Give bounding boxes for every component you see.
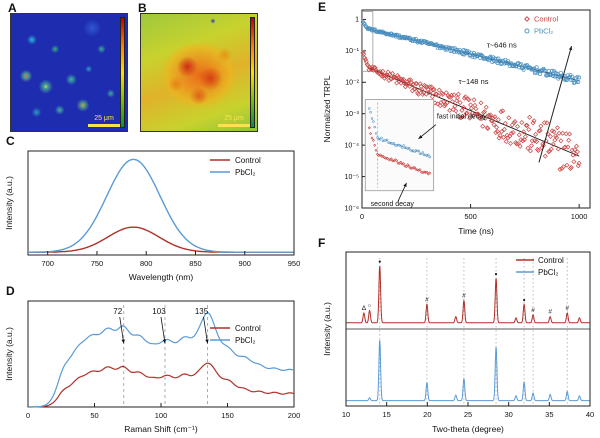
svg-text:100: 100: [155, 411, 168, 420]
svg-text:30: 30: [504, 410, 512, 419]
svg-text:10⁻⁶: 10⁻⁶: [345, 205, 359, 212]
svg-text:fast initial decay: fast initial decay: [437, 113, 487, 120]
svg-text:●: ●: [523, 297, 526, 303]
svg-text:PbCl₂: PbCl₂: [235, 336, 255, 345]
svg-text:10⁻³: 10⁻³: [345, 111, 359, 118]
svg-text:Normalized TRPL: Normalized TRPL: [322, 75, 332, 142]
svg-text:50: 50: [90, 411, 98, 420]
scale-bar-line: [218, 124, 250, 127]
panel-label-f: F: [318, 236, 326, 250]
svg-text:200: 200: [288, 411, 301, 420]
svg-text:second decay: second decay: [371, 201, 415, 208]
svg-text:850: 850: [189, 259, 202, 268]
svg-text:Intensity (a.u.): Intensity (a.u.): [322, 302, 332, 356]
svg-text:750: 750: [91, 259, 104, 268]
scale-bar: 25 μm: [218, 115, 250, 127]
svg-text:950: 950: [288, 259, 301, 268]
scale-bar-label: 25 μm: [94, 115, 114, 122]
svg-text:Raman Shift (cm⁻¹): Raman Shift (cm⁻¹): [124, 424, 198, 434]
svg-text:35: 35: [545, 410, 553, 419]
pl-map-pbcl2: 25 μm: [140, 13, 258, 132]
scale-bar: 25 μm: [88, 115, 120, 127]
svg-text:Two-theta (degree): Two-theta (degree): [432, 424, 504, 434]
svg-text:1000: 1000: [571, 212, 588, 221]
panel-label-c: C: [6, 134, 15, 148]
svg-text:τ~646 ns: τ~646 ns: [487, 41, 517, 50]
svg-text:PbCl₂: PbCl₂: [235, 168, 255, 177]
xrd-chart: Δ ○ ● # # ● ● # # #10 15 20 25 30 35 40 Two-theta (degre…: [322, 251, 594, 434]
svg-text:Intensity (a.u.): Intensity (a.u.): [4, 327, 14, 381]
svg-text:#: #: [462, 293, 466, 300]
svg-text:900: 900: [238, 259, 251, 268]
svg-text:135: 135: [195, 307, 209, 316]
svg-text:10: 10: [342, 410, 350, 419]
pl-map-control: 25 μm: [10, 13, 128, 132]
colorbar: [120, 17, 125, 128]
scale-bar-label: 25 μm: [224, 115, 244, 122]
svg-text:800: 800: [140, 259, 153, 268]
svg-text:PbCl₂: PbCl₂: [538, 268, 558, 277]
trpl-chart: 1 10⁻¹ 10⁻² 10⁻³ 10⁻⁴ 10⁻⁵ 10⁻⁶0 500 1000 Time (n…: [322, 9, 591, 236]
fit-line-Control: [367, 66, 580, 157]
svg-text:#: #: [548, 309, 552, 316]
svg-text:●: ●: [378, 259, 381, 265]
series-control: [346, 265, 590, 324]
svg-text:Control: Control: [534, 15, 559, 24]
svg-text:20: 20: [423, 410, 431, 419]
svg-text:Control: Control: [235, 156, 261, 165]
svg-text:72: 72: [113, 307, 122, 316]
svg-text:10⁻⁵: 10⁻⁵: [345, 174, 359, 181]
svg-text:Intensity (a.u.): Intensity (a.u.): [4, 176, 14, 230]
svg-text:#: #: [565, 305, 569, 312]
panel-label-d: D: [6, 284, 15, 298]
panel-label-a: A: [8, 1, 17, 15]
svg-text:PbCl₂: PbCl₂: [534, 27, 553, 36]
svg-text:#: #: [531, 307, 535, 314]
inset-box: [364, 99, 435, 192]
series-pbcl2: [346, 340, 590, 402]
svg-text:Time (ns): Time (ns): [458, 226, 494, 236]
panel-label-e: E: [318, 0, 327, 14]
svg-text:τ~148 ns: τ~148 ns: [459, 77, 489, 86]
svg-text:500: 500: [464, 212, 477, 221]
svg-text:Control: Control: [235, 324, 261, 333]
zoom-source-box: [362, 11, 374, 72]
svg-text:#: #: [425, 296, 429, 303]
svg-text:0: 0: [360, 212, 364, 221]
svg-text:0: 0: [26, 411, 30, 420]
scale-bar-line: [88, 124, 120, 127]
series-PbCl₂: [28, 311, 295, 408]
svg-text:150: 150: [221, 411, 234, 420]
svg-text:Δ: Δ: [362, 305, 367, 312]
plot-frame: [361, 9, 591, 209]
series-Control: [28, 362, 295, 408]
svg-text:○: ○: [368, 303, 372, 310]
svg-text:●: ●: [495, 271, 498, 277]
pl-spectrum-chart: 700 750 800 850 900 950 Wavelength (nm) Intensi…: [4, 150, 301, 282]
svg-text:10⁻¹: 10⁻¹: [345, 48, 359, 55]
svg-text:40: 40: [586, 410, 594, 419]
plot-frame: [27, 150, 295, 256]
svg-text:10⁻²: 10⁻²: [345, 80, 359, 87]
colorbar: [250, 17, 255, 128]
raman-chart: 72 103 135 0 50 100 150 200 Raman Shift (cm⁻¹) In…: [4, 300, 301, 434]
svg-text:10⁻⁴: 10⁻⁴: [345, 142, 360, 149]
svg-text:1: 1: [355, 17, 359, 24]
series-PbCl₂: [28, 158, 294, 253]
svg-text:15: 15: [382, 410, 390, 419]
svg-text:Control: Control: [538, 256, 564, 265]
svg-text:700: 700: [41, 259, 54, 268]
svg-text:Wavelength (nm): Wavelength (nm): [129, 272, 194, 282]
svg-text:103: 103: [152, 307, 166, 316]
svg-text:25: 25: [464, 410, 472, 419]
panel-label-b: B: [138, 1, 147, 15]
